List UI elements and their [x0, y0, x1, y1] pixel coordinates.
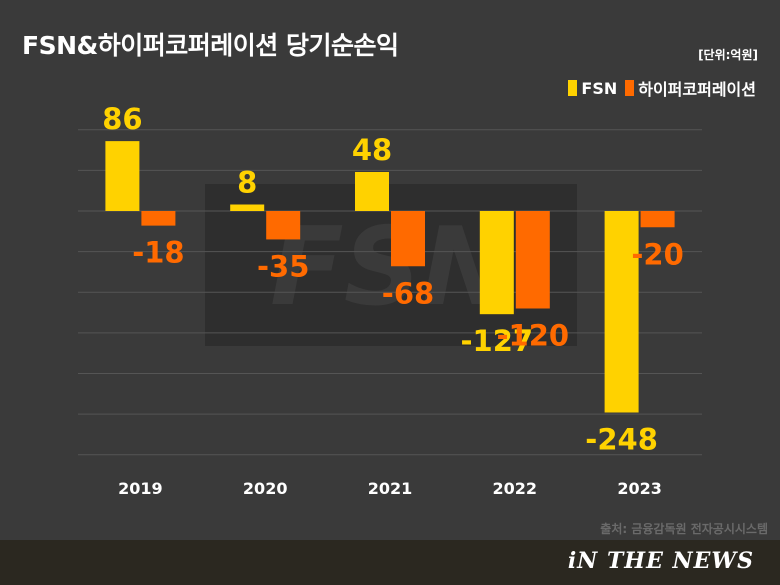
legend-swatch-fsn	[568, 80, 578, 96]
legend: FSN 하이퍼코퍼레이션	[568, 76, 756, 100]
bar-fsn-2023	[604, 211, 639, 413]
bar-fsn-2020	[230, 204, 265, 211]
legend-label-hyper: 하이퍼코퍼레이션	[638, 80, 756, 99]
x-tick-2022: 2022	[493, 479, 538, 498]
data-label-hyper-2022: -120	[497, 319, 570, 353]
chart-title: FSN&하이퍼코퍼레이션 당기순손익	[22, 31, 399, 60]
data-label-hyper-2021: -68	[382, 276, 434, 310]
legend-item-hyper: 하이퍼코퍼레이션	[625, 76, 756, 100]
legend-item-fsn: FSN	[568, 79, 617, 98]
brand-logo: iN THE NEWS	[567, 548, 754, 574]
source-note: 출처: 금융감독원 전자공시시스템	[600, 522, 768, 536]
x-tick-2023: 2023	[617, 479, 662, 498]
data-label-fsn-2023: -248	[585, 423, 658, 457]
x-tick-labels: 2019 2020 2021 2022 2023	[118, 479, 662, 498]
bar-hyper-2020	[266, 211, 301, 240]
unit-label: [단위:억원]	[698, 48, 758, 62]
data-label-fsn-2022: -127	[461, 324, 534, 358]
bar-hyper-2019	[141, 211, 176, 226]
legend-swatch-hyper	[625, 80, 635, 96]
bar-fsn-2022	[479, 211, 514, 315]
x-tick-2020: 2020	[243, 479, 288, 498]
x-tick-2021: 2021	[368, 479, 413, 498]
bar-fsn-2019	[105, 141, 140, 211]
bar-hyper-2022	[515, 211, 550, 309]
data-labels: 86 -18 8 -35 48 -68 -127-120 -248 -20	[102, 102, 684, 456]
gridlines	[78, 129, 702, 456]
x-tick-2019: 2019	[118, 479, 163, 498]
data-label-hyper-2023: -20	[631, 237, 683, 271]
bar-fsn-2021	[355, 172, 389, 211]
bar-hyper-2021	[391, 211, 425, 267]
data-label-fsn-2019: 86	[102, 102, 142, 136]
data-label-hyper-2019: -18	[132, 236, 184, 270]
legend-label-fsn: FSN	[581, 78, 618, 98]
data-label-hyper-2020: -35	[257, 249, 309, 283]
data-label-fsn-2020: 8	[237, 166, 257, 200]
footer-bar: iN THE NEWS	[0, 540, 780, 585]
bar-hyper-2023	[640, 211, 675, 228]
data-label-fsn-2021: 48	[352, 133, 392, 167]
bars	[105, 141, 675, 413]
